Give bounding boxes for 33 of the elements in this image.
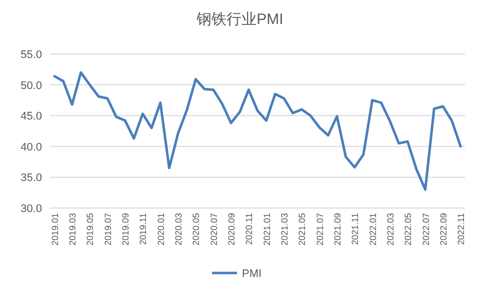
x-tick-label: 2022.03 — [385, 213, 396, 246]
x-tick-label: 2020.01 — [156, 213, 166, 246]
chart-title: 钢铁行业PMI — [196, 11, 284, 28]
x-tick-label: 2020.11 — [244, 213, 254, 245]
x-tick-label: 2021.09 — [332, 213, 342, 246]
x-tick-label: 2022.01 — [368, 213, 378, 246]
y-tick-label: 45.0 — [20, 110, 42, 123]
x-tick-label: 2022.05 — [403, 213, 414, 246]
x-tick-label: 2019.01 — [50, 213, 60, 246]
x-tick-label: 2019.11 — [138, 213, 148, 245]
x-tick-label: 2019.03 — [68, 213, 78, 246]
x-tick-label: 2022.09 — [438, 213, 448, 246]
line-series — [53, 71, 462, 191]
y-tick-label: 55.0 — [20, 49, 42, 61]
y-tick-label: 50.0 — [20, 80, 42, 92]
x-tick-label: 2021.03 — [279, 213, 290, 246]
x-tick-label: 2022.11 — [456, 213, 466, 245]
x-tick-label: 2020.09 — [226, 213, 237, 246]
x-tick-label: 2019.09 — [120, 213, 131, 246]
x-tick-label: 2020.03 — [174, 213, 184, 246]
x-tick-label: 2021.05 — [297, 213, 308, 246]
x-tick-label: 2022.07 — [420, 213, 431, 246]
x-tick-label: 2021.07 — [314, 213, 325, 246]
x-tick-label: 2020.05 — [191, 213, 202, 246]
y-tick-label: 35.0 — [20, 172, 42, 184]
legend-label: PMI — [242, 268, 262, 280]
y-tick-label: 40.0 — [20, 141, 42, 154]
x-tick-label: 2021.01 — [262, 213, 272, 246]
y-tick-label: 30.0 — [20, 203, 42, 215]
x-tick-label: 2019.07 — [102, 213, 113, 246]
x-tick-label: 2020.07 — [208, 213, 219, 246]
x-tick-label: 2019.05 — [85, 213, 96, 246]
x-tick-label: 2021.11 — [350, 213, 360, 245]
